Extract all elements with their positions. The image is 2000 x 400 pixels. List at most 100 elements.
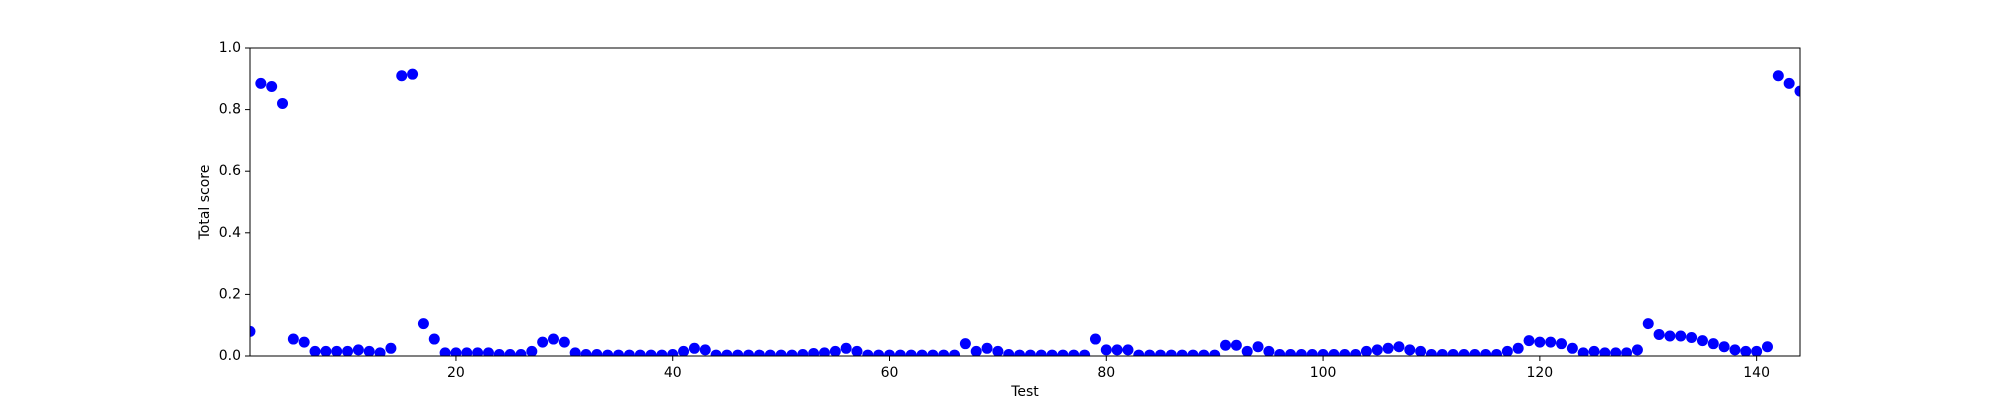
point	[710, 349, 722, 356]
point	[905, 349, 917, 356]
point	[688, 342, 700, 354]
point	[1285, 348, 1297, 356]
point	[1447, 348, 1459, 356]
point	[873, 349, 885, 356]
y-tick-label: 0.0	[219, 348, 241, 364]
point	[255, 77, 267, 89]
point	[1382, 342, 1394, 354]
point	[1360, 345, 1372, 356]
point	[1046, 349, 1058, 356]
point	[342, 345, 354, 356]
point	[1133, 349, 1145, 356]
point	[1556, 338, 1568, 350]
point	[1220, 339, 1232, 351]
point	[1501, 345, 1513, 356]
point	[1393, 341, 1405, 353]
point	[992, 345, 1004, 356]
point	[1718, 341, 1730, 353]
y-tick-label: 0.2	[219, 286, 241, 302]
x-tick-label: 20	[447, 365, 465, 381]
point	[482, 347, 494, 356]
point	[320, 345, 332, 356]
point	[645, 349, 657, 356]
point	[396, 70, 408, 82]
point	[1306, 348, 1318, 356]
point	[1588, 345, 1600, 356]
point	[1209, 349, 1221, 356]
point	[558, 336, 570, 348]
point	[1057, 349, 1069, 356]
point	[1122, 344, 1134, 356]
point	[1252, 341, 1264, 353]
point	[1035, 349, 1047, 356]
point	[1089, 333, 1101, 345]
point	[1523, 335, 1535, 347]
point	[1599, 347, 1611, 356]
point	[1024, 349, 1036, 356]
point	[298, 336, 310, 348]
point	[667, 348, 679, 356]
point	[1610, 347, 1622, 356]
plot-area	[250, 68, 1800, 356]
point	[1577, 347, 1589, 356]
point	[1686, 332, 1698, 344]
point	[250, 325, 256, 337]
point	[1230, 339, 1242, 351]
point	[818, 347, 830, 356]
x-tick-label: 80	[1097, 365, 1115, 381]
point	[417, 318, 429, 330]
point	[287, 333, 299, 345]
point	[493, 348, 505, 356]
point	[472, 347, 484, 356]
point	[504, 348, 516, 356]
point	[515, 348, 527, 356]
point	[1371, 344, 1383, 356]
point	[1707, 338, 1719, 350]
point	[1187, 349, 1199, 356]
point	[1566, 342, 1578, 354]
point	[1154, 349, 1166, 356]
point	[1339, 348, 1351, 356]
point	[808, 348, 820, 356]
point	[949, 349, 961, 356]
point	[829, 345, 841, 356]
point	[797, 348, 809, 356]
point	[1111, 344, 1123, 356]
point	[1729, 344, 1741, 356]
point	[743, 349, 755, 356]
y-axis-label: Total score	[197, 165, 213, 241]
point	[1751, 345, 1763, 356]
point	[981, 342, 993, 354]
point	[1491, 348, 1503, 356]
point	[1295, 348, 1307, 356]
y-tick-label: 0.6	[219, 163, 241, 179]
x-tick-label: 100	[1310, 365, 1337, 381]
point	[266, 81, 278, 92]
point	[678, 345, 690, 356]
x-tick-label: 120	[1526, 365, 1553, 381]
point	[927, 349, 939, 356]
point	[732, 349, 744, 356]
point	[1241, 345, 1253, 356]
point	[277, 97, 289, 109]
point	[894, 349, 906, 356]
point	[309, 345, 321, 356]
point	[1100, 344, 1112, 356]
point	[775, 349, 787, 356]
point	[1761, 341, 1773, 353]
point	[1165, 349, 1177, 356]
point	[352, 344, 364, 356]
point	[970, 345, 982, 356]
point	[916, 349, 928, 356]
point	[450, 347, 462, 356]
point	[851, 345, 863, 356]
point	[1794, 85, 1800, 97]
point	[1263, 345, 1275, 356]
point	[721, 349, 733, 356]
point	[623, 349, 635, 356]
point	[1783, 77, 1795, 89]
point	[407, 68, 419, 80]
point	[1014, 349, 1026, 356]
point	[1772, 70, 1784, 82]
